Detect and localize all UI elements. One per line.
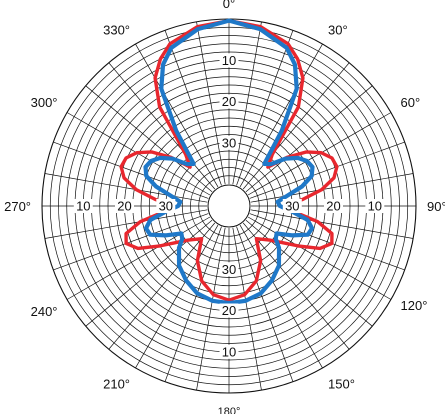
radial-label-bg [282,199,302,213]
radial-label-bg [219,94,239,109]
grid-spoke [135,224,219,369]
radial-tick-label: 20 [222,303,236,318]
angle-tick-label: 300° [31,95,58,110]
radial-tick-label: 30 [159,199,173,214]
radial-label-bg [219,344,239,359]
radial-tick-label: 10 [222,53,236,68]
grid-spoke [239,43,323,188]
angle-tick-labels: 0° 30° 60° 90° 120° 150° 180° 210° 240° 270° 300° 3… [4,0,445,414]
radial-tick-label: 10 [222,344,236,359]
center-hub [207,184,251,228]
grid-spoke [53,213,209,271]
grid-spoke [53,141,209,199]
grid-spoke [245,85,373,193]
radial-tick-label: 30 [285,199,299,214]
angle-tick-label: 30° [328,23,348,38]
grid-spoke [245,219,373,327]
grid-spoke [196,21,226,185]
angle-tick-label: 210° [103,377,130,392]
grid-spoke [250,209,414,239]
radial-label-bg [219,135,239,150]
angle-tick-label: 270° [4,199,31,214]
grid-spoke [44,209,208,239]
grid-spoke [236,226,294,382]
grid-spoke [108,222,216,350]
grid-spoke [44,173,208,203]
radial-label-bg [324,199,343,213]
radial-tick-label: 30 [222,135,236,150]
radial-label-bg [219,303,239,318]
angle-tick-label: 150° [328,377,355,392]
radial-tick-label: 10 [368,199,382,214]
angle-tick-label: 240° [31,304,58,319]
grid-spoke [85,219,213,327]
grid-spoke [85,85,213,193]
grid-spoke [135,43,219,188]
radial-tick-label: 20 [326,199,340,214]
grid-spoke [164,30,222,186]
grid-spoke [108,62,216,190]
grid-spoke [242,222,350,350]
radial-label-bg [156,199,176,213]
radial-tick-label: 30 [222,262,236,277]
angle-tick-label: 60° [401,95,421,110]
grid-spoke [249,141,405,199]
radial-tick-labels: 10 20 30 30 20 10 30 20 10 30 20 10 [73,53,385,359]
grid-spoke [232,227,262,391]
angle-tick-label: 180° [218,406,241,414]
radial-label-bg [115,199,134,213]
angle-tick-label: 120° [401,298,428,313]
radial-tick-label: 20 [222,94,236,109]
grid-spoke [247,216,392,300]
grid-spoke [236,30,294,186]
grid-spoke [164,226,222,382]
grid-spoke [250,173,414,203]
grid-spoke [66,216,211,300]
radial-tick-label: 20 [117,199,131,214]
grid-spoke [196,227,226,391]
grid-spoke [242,62,350,190]
radial-tick-label: 10 [76,199,90,214]
angle-tick-label: 90° [427,199,445,214]
grid-spoke [239,224,323,369]
radial-label-bg [219,53,239,68]
series-line [143,18,315,306]
radial-label-bg [219,262,239,277]
series-line [119,18,339,302]
grid-spoke [232,21,262,185]
series-layer [119,18,339,306]
radial-label-bg [365,199,385,213]
grid-spoke [249,213,405,271]
angle-tick-label: 0° [223,0,235,11]
angle-tick-label: 330° [103,23,130,38]
radial-label-bg [73,199,93,213]
